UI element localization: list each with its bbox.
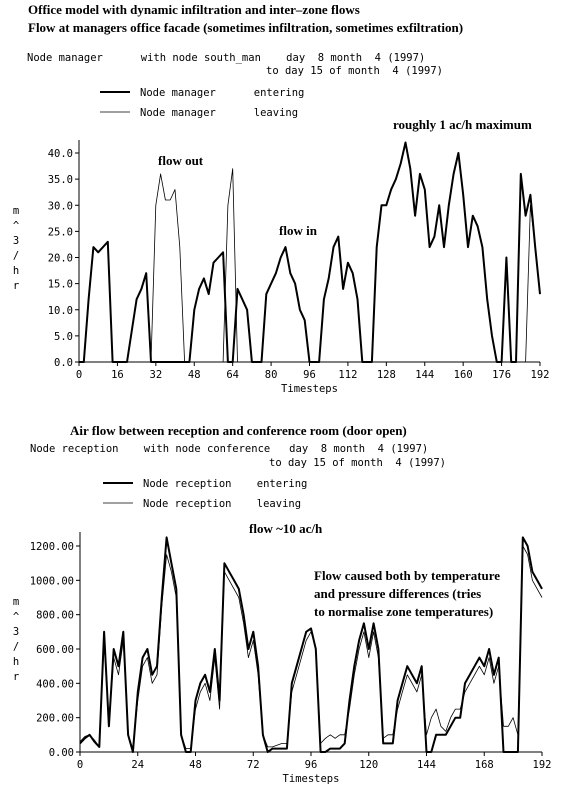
x-tick-label: 72 xyxy=(247,759,260,771)
annotation: flow out xyxy=(158,153,204,168)
node-line: Node reception with node conference day … xyxy=(30,443,428,455)
y-tick-label: 5.0 xyxy=(54,331,73,343)
y-axis-label: m^3/hr xyxy=(10,205,22,295)
annotation: to normalise zone temperatures) xyxy=(314,604,493,619)
legend-label: Node reception leaving xyxy=(143,498,301,510)
y-tick-label: 1200.00 xyxy=(30,541,74,553)
x-tick-label: 176 xyxy=(492,369,511,381)
y-tick-label: 0.0 xyxy=(54,357,73,369)
y-tick-label: 0.00 xyxy=(49,747,74,759)
series-line xyxy=(79,536,543,753)
x-tick-label: 32 xyxy=(150,369,163,381)
chart-subtitle: Flow at managers office facade (sometime… xyxy=(28,20,463,35)
x-tick-label: 96 xyxy=(303,369,316,381)
x-tick-label: 144 xyxy=(417,759,436,771)
y-tick-label: 40.0 xyxy=(48,148,73,160)
period-line: to day 15 of month 4 (1997) xyxy=(266,65,443,77)
x-tick-label: 112 xyxy=(338,369,357,381)
chart-title: Air flow between reception and conferenc… xyxy=(70,423,407,438)
y-tick-label: 20.0 xyxy=(48,253,73,265)
x-axis-label: Timesteps xyxy=(281,383,338,395)
annotation: Flow caused both by temperature xyxy=(314,568,500,583)
y-axis-label: m^3/hr xyxy=(10,596,22,686)
legend-label: Node reception entering xyxy=(143,478,307,490)
legend-label: Node manager entering xyxy=(140,87,304,99)
x-tick-label: 128 xyxy=(377,369,396,381)
series-line xyxy=(79,545,543,749)
x-tick-label: 168 xyxy=(475,759,494,771)
x-tick-label: 144 xyxy=(415,369,434,381)
x-tick-label: 0 xyxy=(76,369,82,381)
y-tick-label: 600.00 xyxy=(36,644,74,656)
y-tick-label: 10.0 xyxy=(48,305,73,317)
y-tick-label: 200.00 xyxy=(36,713,74,725)
annotation: flow in xyxy=(279,223,318,238)
x-tick-label: 48 xyxy=(189,759,202,771)
x-axis-label: Timesteps xyxy=(283,773,340,785)
period-line: to day 15 of month 4 (1997) xyxy=(269,457,446,469)
x-tick-label: 24 xyxy=(131,759,144,771)
series-line xyxy=(79,141,541,363)
y-tick-label: 25.0 xyxy=(48,226,73,238)
x-tick-label: 120 xyxy=(359,759,378,771)
x-tick-label: 192 xyxy=(533,759,552,771)
chart-title: Office model with dynamic infiltration a… xyxy=(28,2,360,17)
series-line xyxy=(79,168,541,363)
y-tick-label: 400.00 xyxy=(36,678,74,690)
x-tick-label: 192 xyxy=(531,369,550,381)
x-tick-label: 16 xyxy=(111,369,124,381)
annotation: roughly 1 ac/h maximum xyxy=(393,117,532,132)
y-tick-label: 800.00 xyxy=(36,610,74,622)
node-line: Node manager with node south_man day 8 m… xyxy=(27,52,425,64)
y-tick-label: 15.0 xyxy=(48,279,73,291)
x-tick-label: 48 xyxy=(188,369,201,381)
annotation: and pressure differences (tries xyxy=(314,586,481,601)
x-tick-label: 64 xyxy=(226,369,239,381)
x-tick-label: 0 xyxy=(77,759,83,771)
y-tick-label: 35.0 xyxy=(48,174,73,186)
legend-label: Node manager leaving xyxy=(140,107,298,119)
x-tick-label: 80 xyxy=(265,369,278,381)
annotation: flow ~10 ac/h xyxy=(249,521,323,536)
x-tick-label: 96 xyxy=(305,759,318,771)
y-tick-label: 30.0 xyxy=(48,200,73,212)
x-tick-label: 160 xyxy=(454,369,473,381)
y-tick-label: 1000.00 xyxy=(30,575,74,587)
